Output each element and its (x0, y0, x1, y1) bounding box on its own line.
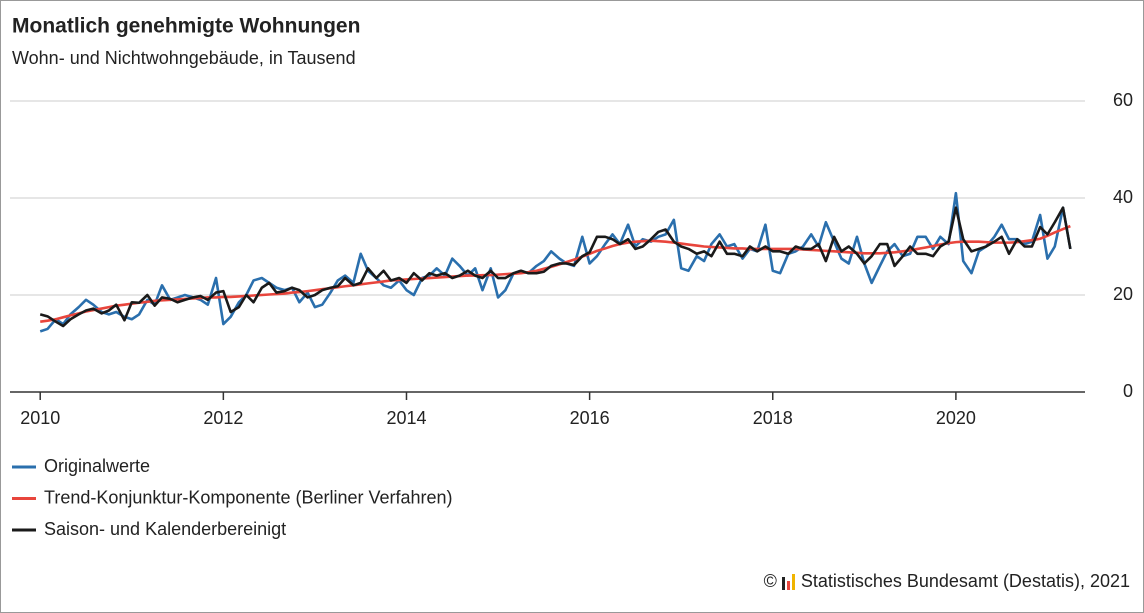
chart-title: Monatlich genehmigte Wohnungen (12, 15, 360, 38)
y-tick-label: 40 (1113, 187, 1133, 207)
logo (781, 573, 795, 590)
legend-label: Trend-Konjunktur-Komponente (Berliner Ve… (44, 487, 453, 507)
x-tick-label: 2016 (570, 408, 610, 428)
chart-subtitle: Wohn- und Nichtwohngebäude, in Tausend (12, 48, 356, 68)
y-tick-label: 0 (1123, 381, 1133, 401)
x-tick-label: 2014 (386, 408, 426, 428)
x-tick-label: 2012 (203, 408, 243, 428)
legend-label: Originalwerte (44, 456, 150, 476)
source: Statistisches Bundesamt (Destatis), 2021 (800, 571, 1130, 591)
x-tick-label: 2018 (753, 408, 793, 428)
copyright: © (763, 571, 777, 591)
y-tick-label: 60 (1113, 90, 1133, 110)
x-tick-label: 2010 (20, 408, 60, 428)
footer: © Statistisches Bundesamt (Destatis), 20… (764, 571, 1130, 592)
legend-label: Saison- und Kalenderbereinigt (44, 519, 286, 539)
x-tick-label: 2020 (936, 408, 976, 428)
y-tick-label: 20 (1113, 284, 1133, 304)
series-line (39, 206, 1072, 328)
series-line (39, 191, 1072, 333)
